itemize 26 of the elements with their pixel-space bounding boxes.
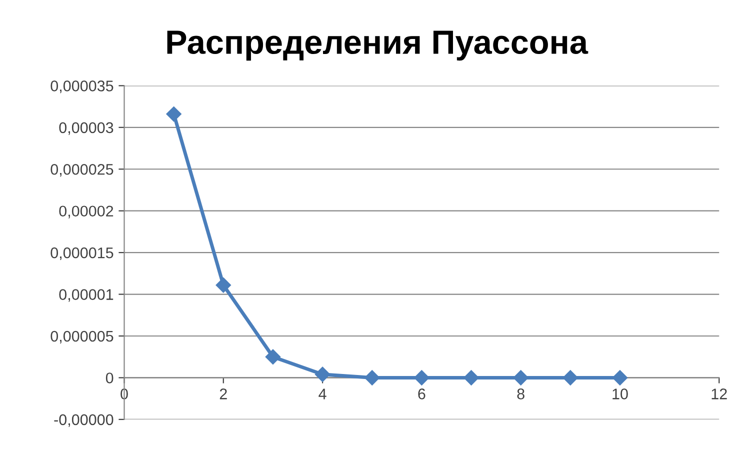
y-tick-label: -0,00000: [54, 414, 114, 427]
x-tick-label: 4: [318, 388, 326, 400]
point: [216, 278, 231, 293]
y-tick-label: 0,000035: [50, 80, 114, 94]
y-tick-label: 0,00003: [59, 122, 114, 135]
chart-title: Распределения Пуассона: [167, 30, 588, 61]
point: [166, 106, 182, 122]
point: [414, 370, 430, 386]
y-tick-label: 0,000025: [50, 164, 114, 177]
point: [464, 370, 479, 386]
x-tick-label: 2: [220, 388, 227, 400]
x-tick-label: 12: [712, 388, 727, 400]
x-tick-label: 6: [418, 388, 426, 400]
point: [265, 349, 281, 364]
point: [314, 366, 330, 382]
x-tick-label: 10: [612, 388, 628, 400]
point: [562, 370, 578, 386]
y-tick-label: 0,00002: [59, 206, 114, 218]
y-tick-label: 0,000005: [50, 330, 114, 344]
x-tick-label: 8: [517, 388, 524, 400]
point: [513, 370, 528, 386]
point: [364, 370, 380, 386]
y-tick-label: 0: [106, 372, 114, 384]
point: [612, 370, 628, 386]
y-tick-label: 0,00001: [59, 289, 114, 302]
y-tick-label: 0,000015: [50, 247, 114, 260]
